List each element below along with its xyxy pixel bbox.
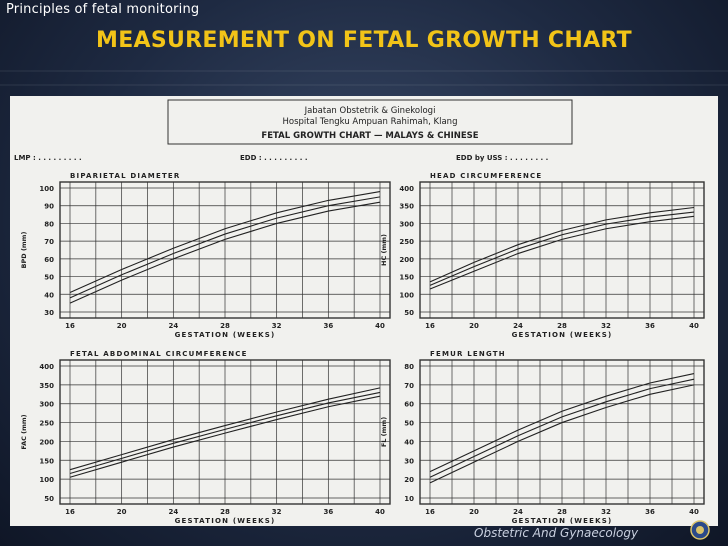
x-tick-label: 20	[117, 508, 127, 516]
growth-chart-title: FETAL GROWTH CHART — MALAYS & CHINESE	[261, 131, 478, 141]
x-axis-label: GESTATION (WEEKS)	[175, 517, 276, 525]
y-axis-label: HC (mm)	[380, 234, 388, 266]
series-line	[429, 373, 695, 473]
x-axis-label: GESTATION (WEEKS)	[512, 517, 613, 525]
university-seal-icon	[690, 520, 710, 540]
y-tick-label: 100	[399, 291, 414, 299]
x-tick-label: 32	[601, 322, 611, 330]
y-tick-label: 300	[399, 220, 414, 228]
x-tick-label: 36	[645, 508, 655, 516]
y-tick-label: 80	[404, 363, 414, 371]
x-tick-label: 16	[425, 322, 435, 330]
x-axis-label: GESTATION (WEEKS)	[512, 331, 613, 339]
x-tick-label: 20	[469, 508, 479, 516]
x-tick-label: 36	[323, 322, 333, 330]
y-tick-label: 100	[39, 185, 54, 193]
x-tick-label: 32	[601, 508, 611, 516]
chart-title: HEAD CIRCUMFERENCE	[430, 172, 542, 180]
chart-title: FETAL ABDOMINAL CIRCUMFERENCE	[70, 350, 248, 358]
x-tick-label: 24	[513, 322, 523, 330]
x-tick-label: 16	[65, 508, 75, 516]
hospital-header-box	[167, 99, 573, 145]
series-line	[429, 211, 695, 286]
x-tick-label: 16	[425, 508, 435, 516]
series-line	[69, 387, 381, 471]
chart-title: BIPARIETAL DIAMETER	[70, 172, 181, 180]
x-tick-label: 40	[375, 508, 385, 516]
x-tick-label: 40	[689, 508, 699, 516]
x-tick-label: 40	[689, 322, 699, 330]
y-tick-label: 350	[39, 382, 54, 390]
y-tick-label: 40	[404, 438, 414, 446]
slide-title: MEASUREMENT ON FETAL GROWTH CHART	[96, 28, 632, 53]
y-tick-label: 80	[44, 220, 54, 228]
series-line	[69, 391, 381, 475]
y-tick-label: 70	[44, 238, 54, 246]
growth-chart-canvas: Jabatan Obstetrik & Ginekologi Hospital …	[14, 99, 705, 525]
y-tick-label: 70	[404, 382, 414, 390]
series-line	[69, 395, 381, 478]
lmp-label: LMP : . . . . . . . . .	[14, 154, 82, 162]
x-tick-label: 32	[272, 322, 282, 330]
series-line	[429, 378, 695, 478]
y-tick-label: 50	[44, 495, 54, 503]
y-tick-label: 300	[39, 401, 54, 409]
background-stripe	[0, 84, 728, 86]
x-tick-label: 24	[168, 508, 178, 516]
x-tick-label: 40	[375, 322, 385, 330]
y-tick-label: 60	[404, 401, 414, 409]
y-tick-label: 30	[404, 457, 414, 465]
y-tick-label: 150	[399, 274, 414, 282]
y-tick-label: 200	[39, 438, 54, 446]
edd-uss-label: EDD by USS : . . . . . . . .	[456, 154, 548, 162]
y-tick-label: 200	[399, 256, 414, 264]
y-tick-label: 10	[404, 495, 414, 503]
y-axis-label: FAC (mm)	[20, 414, 28, 449]
series-line	[429, 206, 695, 283]
x-tick-label: 20	[469, 322, 479, 330]
chart-title: FEMUR LENGTH	[430, 350, 506, 358]
header-line-1: Jabatan Obstetrik & Ginekologi	[304, 106, 436, 116]
series-line	[69, 201, 381, 304]
x-tick-label: 32	[272, 508, 282, 516]
x-tick-label: 24	[513, 508, 523, 516]
series-line	[429, 384, 695, 484]
x-tick-label: 36	[645, 322, 655, 330]
y-tick-label: 250	[399, 238, 414, 246]
x-tick-label: 20	[117, 322, 127, 330]
x-axis-label: GESTATION (WEEKS)	[175, 331, 276, 339]
y-tick-label: 400	[39, 363, 54, 371]
x-tick-label: 16	[65, 322, 75, 330]
y-tick-label: 60	[44, 256, 54, 264]
y-tick-label: 50	[404, 309, 414, 317]
y-axis-label: BPD (mm)	[20, 232, 28, 269]
edd-label: EDD : . . . . . . . . .	[240, 154, 308, 162]
x-tick-label: 24	[168, 322, 178, 330]
y-tick-label: 20	[404, 476, 414, 484]
x-tick-label: 28	[220, 322, 230, 330]
x-tick-label: 36	[323, 508, 333, 516]
x-tick-label: 28	[220, 508, 230, 516]
scanned-growth-chart: Jabatan Obstetrik & Ginekologi Hospital …	[10, 96, 718, 526]
y-tick-label: 90	[44, 203, 54, 211]
series-line	[69, 196, 381, 299]
y-axis-label: FL (mm)	[380, 417, 388, 447]
y-tick-label: 50	[404, 420, 414, 428]
y-tick-label: 250	[39, 420, 54, 428]
y-tick-label: 40	[44, 291, 54, 299]
series-line	[429, 215, 695, 290]
header-line-2: Hospital Tengku Ampuan Rahimah, Klang	[283, 117, 458, 127]
y-tick-label: 400	[399, 185, 414, 193]
series-line	[69, 191, 381, 294]
y-tick-label: 30	[44, 309, 54, 317]
y-tick-label: 50	[44, 274, 54, 282]
course-title: Principles of fetal monitoring	[6, 2, 200, 17]
y-tick-label: 150	[39, 457, 54, 465]
background-stripe	[0, 70, 728, 72]
footer-text: Obstetric And Gynaecology	[474, 526, 639, 540]
x-tick-label: 28	[557, 508, 567, 516]
y-tick-label: 350	[399, 203, 414, 211]
y-tick-label: 100	[39, 476, 54, 484]
x-tick-label: 28	[557, 322, 567, 330]
